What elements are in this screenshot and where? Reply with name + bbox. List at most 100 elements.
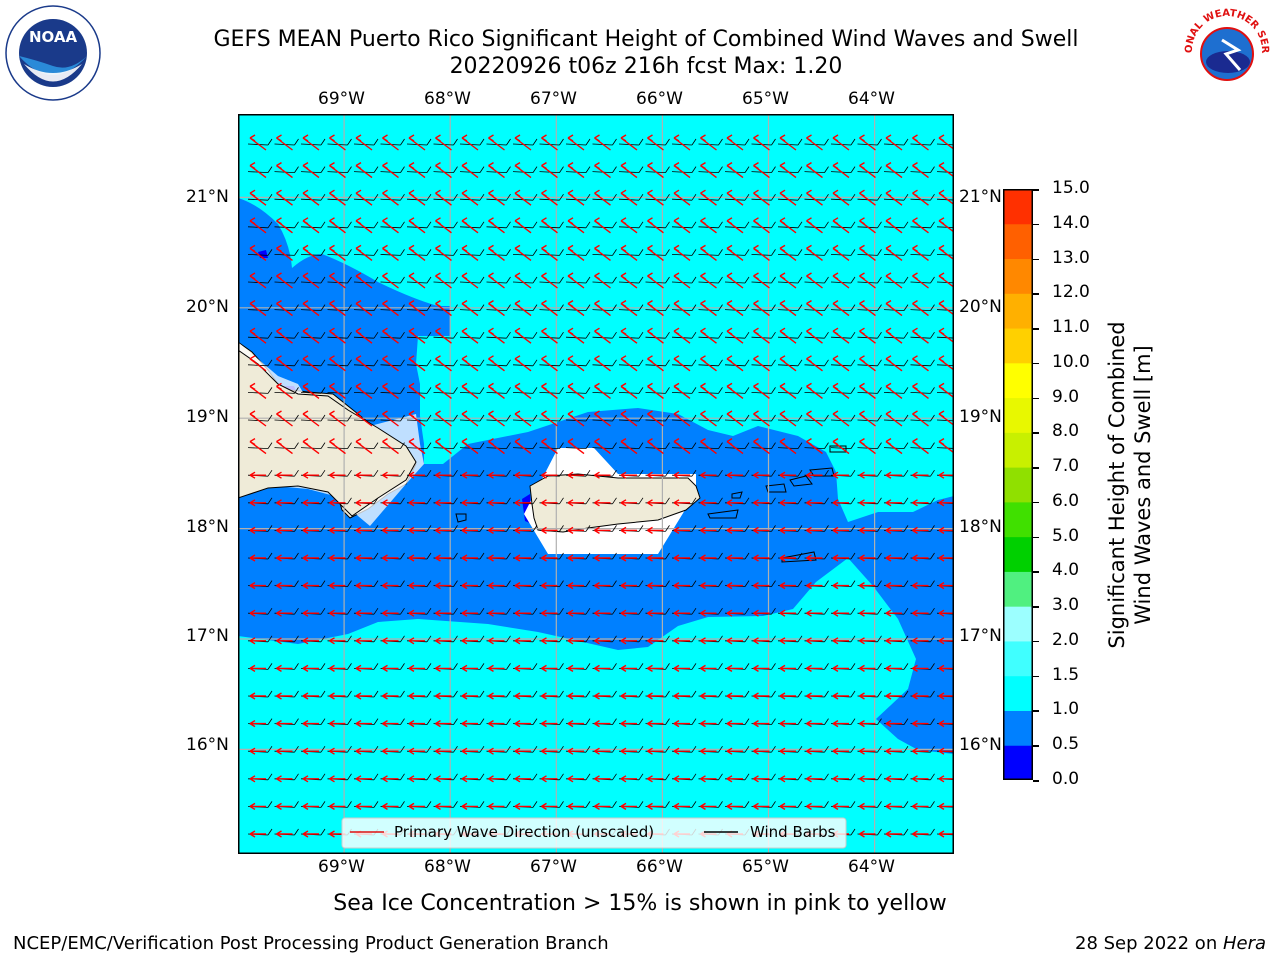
wave-arrow <box>700 437 717 455</box>
wave-arrow <box>355 244 373 261</box>
wave-arrow <box>700 161 717 179</box>
colorbar-tick <box>1033 710 1039 712</box>
wave-arrow <box>726 471 743 479</box>
wave-arrow <box>673 471 690 479</box>
lat-label-right-19n: 19°N <box>959 407 1002 427</box>
wave-arrow <box>408 802 425 811</box>
wave-arrow <box>488 775 505 783</box>
wave-arrow <box>276 134 293 151</box>
wave-arrow <box>620 299 638 317</box>
wave-arrow <box>461 189 479 206</box>
wave-arrow <box>435 747 452 755</box>
wave-arrow <box>832 609 849 617</box>
wave-arrow <box>488 581 505 590</box>
wave-arrow <box>408 526 425 535</box>
wave-arrow <box>382 554 399 562</box>
wave-arrow <box>885 272 903 289</box>
wave-arrow <box>859 692 876 700</box>
wave-arrow <box>408 554 425 562</box>
wave-arrow <box>806 410 823 427</box>
wave-arrow <box>912 471 929 479</box>
wave-arrow <box>382 637 399 645</box>
wave-arrow <box>541 747 558 755</box>
colorbar-tick-label: 5.0 <box>1052 525 1080 546</box>
wave-arrow <box>647 327 664 344</box>
wave-arrow <box>567 609 584 617</box>
colorbar-tick-label: 1.5 <box>1052 664 1080 685</box>
wave-arrow <box>859 830 876 838</box>
wave-arrow <box>647 526 664 535</box>
wave-arrow <box>700 327 717 344</box>
wave-arrow <box>938 692 954 700</box>
wave-arrow <box>700 299 717 317</box>
wave-arrow <box>806 471 823 479</box>
wave-arrow <box>594 299 611 317</box>
wave-arrow <box>726 272 744 289</box>
wave-arrow <box>514 554 531 562</box>
wave-arrow <box>806 355 823 372</box>
wave-arrow <box>329 299 346 317</box>
wave-arrow <box>567 719 584 728</box>
colorbar-tick <box>1033 571 1039 573</box>
wave-arrow <box>779 161 797 179</box>
wave-arrow <box>753 272 770 289</box>
wave-arrow <box>541 499 558 507</box>
wave-arrow <box>620 802 637 811</box>
wave-arrow <box>355 637 372 645</box>
wave-arrow <box>567 327 585 344</box>
wave-arrow <box>806 244 823 261</box>
wave-arrow <box>806 692 823 700</box>
wave-arrow <box>806 327 823 344</box>
wave-arrow <box>885 554 902 562</box>
wave-arrow <box>435 244 452 261</box>
wave-arrow <box>488 719 505 728</box>
wave-arrow <box>726 692 743 700</box>
wave-arrow <box>594 244 611 261</box>
wave-arrow <box>938 747 954 755</box>
wave-arrow <box>673 526 690 535</box>
wave-arrow <box>329 382 346 399</box>
wave-arrow <box>859 719 876 728</box>
wave-arrow <box>329 664 346 673</box>
wave-arrow <box>567 244 585 261</box>
wave-arrow <box>938 609 954 617</box>
wave-arrow <box>355 327 373 344</box>
wave-arrow <box>382 526 399 535</box>
wave-arrow <box>488 134 505 151</box>
wave-arrow <box>567 134 585 151</box>
wave-arrow <box>382 244 399 261</box>
wave-arrow <box>541 609 558 617</box>
wave-arrow <box>594 382 611 399</box>
wave-arrow <box>302 272 320 289</box>
wave-arrow <box>329 802 346 811</box>
wave-arrow <box>249 802 266 811</box>
wave-arrow <box>779 554 796 562</box>
wave-arrow <box>408 299 426 317</box>
wave-arrow <box>594 471 611 479</box>
wave-arrow <box>276 637 293 645</box>
wave-arrow <box>620 217 638 234</box>
wave-arrow <box>885 747 902 755</box>
wave-arrow <box>859 382 876 399</box>
wave-arrow <box>753 609 770 617</box>
wave-arrow <box>673 189 691 206</box>
wave-arrow <box>779 526 796 535</box>
wave-arrow <box>753 299 770 317</box>
colorbar-band <box>1003 328 1033 364</box>
wave-arrow <box>514 134 532 151</box>
wave-arrow <box>594 217 611 234</box>
wave-arrow <box>435 382 452 399</box>
colorbar-tick-label: 13.0 <box>1052 247 1090 268</box>
wave-arrow <box>461 299 479 317</box>
wave-arrow <box>832 410 850 427</box>
colorbar-band <box>1003 432 1033 468</box>
wave-arrow <box>329 581 346 590</box>
wave-arrow <box>302 692 319 700</box>
wave-arrow <box>435 802 452 811</box>
wave-arrow <box>514 719 531 728</box>
wave-arrow <box>382 692 399 700</box>
wave-arrow <box>859 437 876 455</box>
wave-arrow <box>567 554 584 562</box>
wave-arrow <box>885 719 902 728</box>
wave-arrow <box>726 719 743 728</box>
